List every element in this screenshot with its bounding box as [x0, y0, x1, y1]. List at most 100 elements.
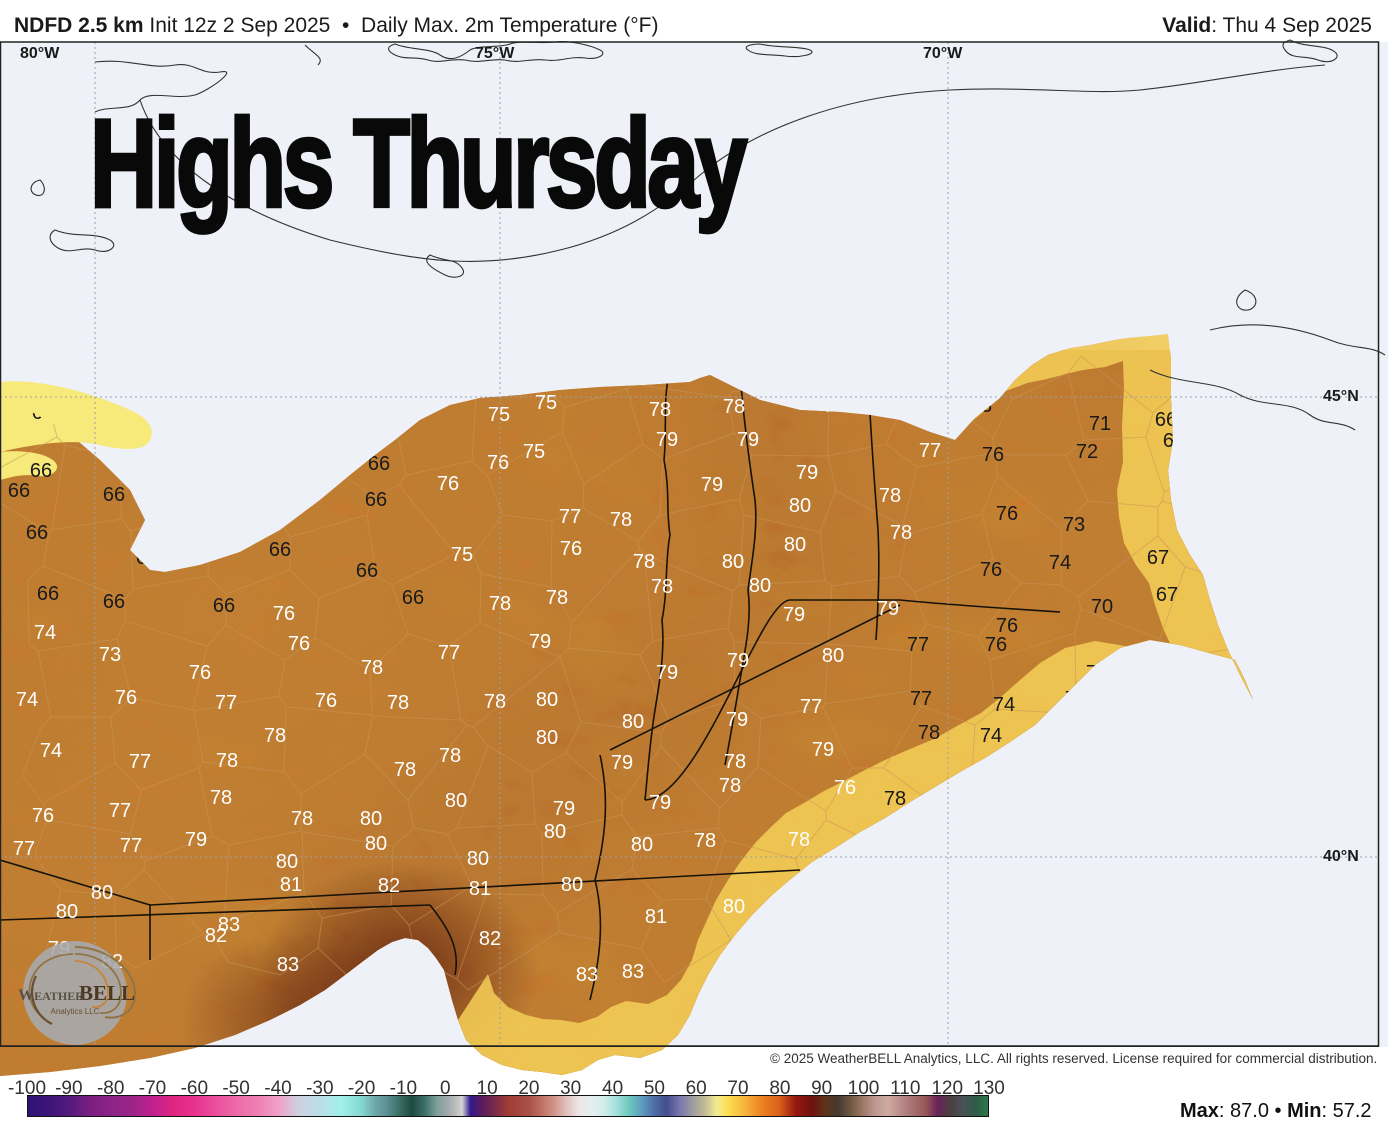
svg-text:77: 77: [907, 634, 929, 656]
svg-text:77: 77: [559, 506, 581, 528]
svg-text:66: 66: [26, 522, 48, 544]
svg-text:74: 74: [980, 725, 1002, 747]
svg-text:66: 66: [103, 591, 125, 613]
svg-text:75: 75: [523, 441, 545, 463]
svg-text:80: 80: [56, 901, 78, 923]
svg-text:Analytics LLC: Analytics LLC: [51, 1007, 100, 1016]
svg-text:80: 80: [276, 851, 298, 873]
svg-text:66: 66: [30, 460, 52, 482]
svg-text:77: 77: [910, 688, 932, 710]
svg-text:66: 66: [103, 484, 125, 506]
svg-text:78: 78: [723, 396, 745, 418]
svg-text:81: 81: [469, 878, 491, 900]
svg-text:80: 80: [622, 711, 644, 733]
svg-text:80: 80: [467, 848, 489, 870]
svg-text:77: 77: [109, 800, 131, 822]
svg-text:78: 78: [546, 587, 568, 609]
svg-text:80: 80: [784, 534, 806, 556]
svg-text:76: 76: [560, 538, 582, 560]
svg-text:76: 76: [189, 662, 211, 684]
svg-text:80: 80: [822, 645, 844, 667]
svg-text:78: 78: [484, 691, 506, 713]
svg-text:66: 66: [356, 560, 378, 582]
svg-text:80: 80: [789, 495, 811, 517]
svg-text:80: 80: [631, 834, 653, 856]
svg-text:77: 77: [800, 696, 822, 718]
svg-text:79: 79: [783, 604, 805, 626]
svg-text:76: 76: [487, 452, 509, 474]
svg-text:78: 78: [788, 829, 810, 851]
svg-text:66: 66: [213, 595, 235, 617]
svg-text:78: 78: [890, 522, 912, 544]
svg-text:80: 80: [561, 874, 583, 896]
svg-text:66: 66: [269, 539, 291, 561]
svg-text:79: 79: [796, 462, 818, 484]
svg-text:77: 77: [919, 440, 941, 462]
svg-text:BELL: BELL: [79, 981, 135, 1005]
svg-text:79: 79: [877, 598, 899, 620]
svg-text:78: 78: [387, 692, 409, 714]
svg-text:79: 79: [737, 429, 759, 451]
svg-text:76: 76: [834, 777, 856, 799]
svg-text:78: 78: [361, 657, 383, 679]
svg-text:76: 76: [115, 687, 137, 709]
svg-text:79: 79: [649, 792, 671, 814]
svg-text:78: 78: [291, 808, 313, 830]
svg-text:66: 66: [8, 480, 30, 502]
svg-text:78: 78: [649, 399, 671, 421]
svg-text:78: 78: [651, 576, 673, 598]
svg-text:76: 76: [32, 805, 54, 827]
svg-text:74: 74: [40, 740, 62, 762]
svg-text:78: 78: [694, 830, 716, 852]
svg-text:82: 82: [479, 928, 501, 950]
svg-text:76: 76: [273, 603, 295, 625]
svg-text:80: 80: [445, 790, 467, 812]
svg-text:78: 78: [633, 551, 655, 573]
svg-text:79: 79: [553, 798, 575, 820]
svg-text:83: 83: [576, 964, 598, 986]
svg-text:77: 77: [215, 692, 237, 714]
svg-text:81: 81: [645, 906, 667, 928]
svg-text:77: 77: [438, 642, 460, 664]
svg-text:79: 79: [611, 752, 633, 774]
svg-text:73: 73: [1063, 514, 1085, 536]
svg-text:80: 80: [722, 551, 744, 573]
svg-text:78: 78: [216, 750, 238, 772]
svg-text:79: 79: [812, 739, 834, 761]
svg-text:78: 78: [724, 751, 746, 773]
svg-text:75: 75: [535, 392, 557, 414]
svg-text:80: 80: [749, 575, 771, 597]
svg-text:80: 80: [536, 727, 558, 749]
svg-text:79: 79: [185, 829, 207, 851]
svg-text:80: 80: [365, 833, 387, 855]
svg-text:76: 76: [315, 690, 337, 712]
svg-text:67: 67: [1156, 584, 1178, 606]
svg-text:WEATHER: WEATHER: [18, 987, 84, 1004]
svg-text:78: 78: [439, 745, 461, 767]
svg-text:80: 80: [536, 689, 558, 711]
svg-text:74: 74: [34, 622, 56, 644]
svg-text:79: 79: [656, 662, 678, 684]
svg-text:66: 66: [37, 583, 59, 605]
svg-text:82: 82: [205, 925, 227, 947]
svg-text:83: 83: [622, 961, 644, 983]
svg-text:80: 80: [91, 882, 113, 904]
svg-text:78: 78: [210, 787, 232, 809]
svg-text:82: 82: [378, 875, 400, 897]
svg-text:76: 76: [980, 559, 1002, 581]
svg-text:79: 79: [727, 650, 749, 672]
svg-text:80: 80: [544, 821, 566, 843]
svg-text:79: 79: [726, 709, 748, 731]
svg-text:72: 72: [1076, 441, 1098, 463]
svg-text:75: 75: [451, 544, 473, 566]
svg-text:78: 78: [394, 759, 416, 781]
svg-text:67: 67: [1147, 547, 1169, 569]
svg-text:74: 74: [993, 694, 1015, 716]
svg-text:83: 83: [277, 954, 299, 976]
svg-text:76: 76: [985, 634, 1007, 656]
svg-text:78: 78: [918, 722, 940, 744]
svg-text:80: 80: [723, 896, 745, 918]
svg-text:79: 79: [529, 631, 551, 653]
svg-text:78: 78: [264, 725, 286, 747]
svg-text:74: 74: [16, 689, 38, 711]
